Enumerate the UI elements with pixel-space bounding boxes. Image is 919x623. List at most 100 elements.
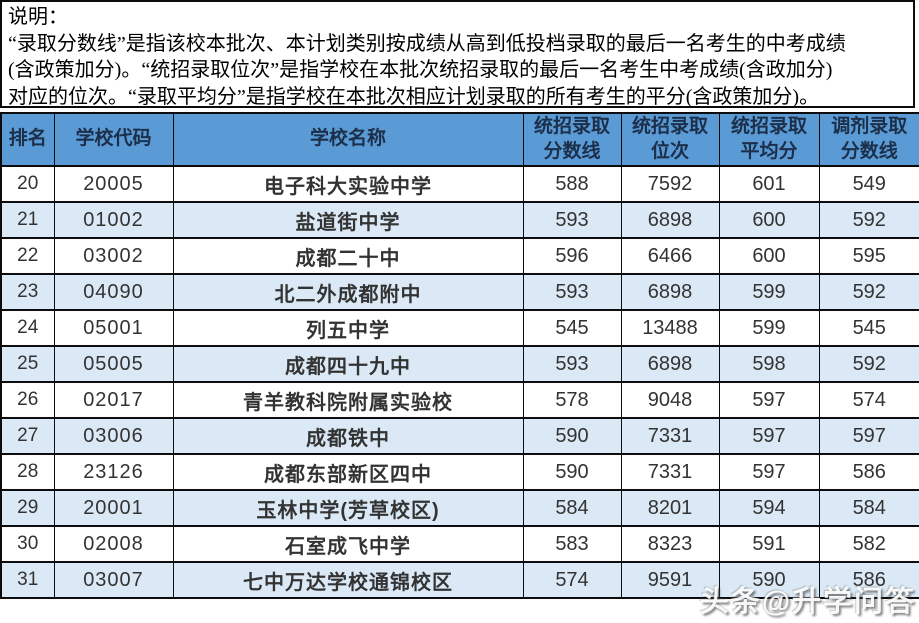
cell-unified-average: 597 <box>718 381 820 419</box>
cell-unified-position: 6898 <box>620 273 720 311</box>
explanation-note: 说明： “录取分数线”是指该校本批次、本计划类别按成绩从高到低投档录取的最后一名… <box>0 0 915 108</box>
table-row: 24 05001 列五中学 545 13488 599 545 <box>0 309 919 347</box>
cell-unified-average: 599 <box>718 309 820 347</box>
cell-unified-cutoff: 588 <box>522 165 622 203</box>
cell-unified-position: 6466 <box>620 237 720 275</box>
cell-adjustment-cutoff: 574 <box>818 381 919 419</box>
cell-school-code: 05005 <box>53 345 174 383</box>
col-header-school-name: 学校名称 <box>172 112 524 167</box>
cell-school-name: 北二外成都附中 <box>172 273 524 311</box>
cell-unified-average: 594 <box>718 489 820 527</box>
table-row: 22 03002 成都二十中 596 6466 600 595 <box>0 237 919 275</box>
cell-rank: 31 <box>0 561 55 599</box>
cell-unified-cutoff: 583 <box>522 525 622 563</box>
cell-adjustment-cutoff: 592 <box>818 345 919 383</box>
cell-school-name: 电子科大实验中学 <box>172 165 524 203</box>
table-row: 26 02017 青羊教科院附属实验校 578 9048 597 574 <box>0 381 919 419</box>
cell-unified-position: 7331 <box>620 417 720 455</box>
table-row: 25 05005 成都四十九中 593 6898 598 592 <box>0 345 919 383</box>
cell-unified-average: 598 <box>718 345 820 383</box>
cell-unified-position: 6898 <box>620 201 720 239</box>
table-row: 23 04090 北二外成都附中 593 6898 599 592 <box>0 273 919 311</box>
table-row: 31 03007 七中万达学校通锦校区 574 9591 590 586 <box>0 561 919 599</box>
cell-adjustment-cutoff: 582 <box>818 525 919 563</box>
cell-school-code: 02017 <box>53 381 174 419</box>
cell-school-code: 03007 <box>53 561 174 599</box>
cell-school-code: 20005 <box>53 165 174 203</box>
cell-unified-cutoff: 545 <box>522 309 622 347</box>
cell-adjustment-cutoff: 592 <box>818 201 919 239</box>
cell-unified-average: 601 <box>718 165 820 203</box>
cell-unified-position: 9048 <box>620 381 720 419</box>
cell-unified-average: 591 <box>718 525 820 563</box>
cell-unified-average: 597 <box>718 417 820 455</box>
cell-rank: 29 <box>0 489 55 527</box>
admission-score-table: 排名 学校代码 学校名称 统招录取 分数线 统招录取 位次 统招录取 平均分 调… <box>0 112 919 599</box>
cell-unified-cutoff: 593 <box>522 345 622 383</box>
cell-school-code: 02008 <box>53 525 174 563</box>
cell-school-name: 青羊教科院附属实验校 <box>172 381 524 419</box>
cell-unified-cutoff: 574 <box>522 561 622 599</box>
cell-unified-cutoff: 578 <box>522 381 622 419</box>
col-header-rank: 排名 <box>0 112 55 167</box>
cell-school-name: 盐道街中学 <box>172 201 524 239</box>
cell-unified-average: 590 <box>718 561 820 599</box>
cell-school-name: 七中万达学校通锦校区 <box>172 561 524 599</box>
cell-adjustment-cutoff: 586 <box>818 561 919 599</box>
cell-school-code: 04090 <box>53 273 174 311</box>
col-header-adjustment-cutoff: 调剂录取 分数线 <box>818 112 919 167</box>
cell-unified-position: 13488 <box>620 309 720 347</box>
cell-unified-cutoff: 584 <box>522 489 622 527</box>
cell-adjustment-cutoff: 592 <box>818 273 919 311</box>
cell-rank: 25 <box>0 345 55 383</box>
cell-unified-position: 9591 <box>620 561 720 599</box>
cell-school-code: 03002 <box>53 237 174 275</box>
cell-school-name: 成都二十中 <box>172 237 524 275</box>
cell-unified-average: 597 <box>718 453 820 491</box>
table-row: 27 03006 成都铁中 590 7331 597 597 <box>0 417 919 455</box>
col-header-school-code: 学校代码 <box>53 112 174 167</box>
cell-unified-position: 7331 <box>620 453 720 491</box>
cell-rank: 28 <box>0 453 55 491</box>
cell-adjustment-cutoff: 595 <box>818 237 919 275</box>
cell-school-name: 石室成飞中学 <box>172 525 524 563</box>
cell-school-code: 23126 <box>53 453 174 491</box>
cell-school-name: 玉林中学(芳草校区) <box>172 489 524 527</box>
cell-unified-cutoff: 596 <box>522 237 622 275</box>
cell-rank: 23 <box>0 273 55 311</box>
table-row: 30 02008 石室成飞中学 583 8323 591 582 <box>0 525 919 563</box>
col-header-unified-cutoff: 统招录取 分数线 <box>522 112 622 167</box>
cell-unified-average: 600 <box>718 201 820 239</box>
cell-unified-position: 7592 <box>620 165 720 203</box>
table-row: 29 20001 玉林中学(芳草校区) 584 8201 594 584 <box>0 489 919 527</box>
cell-rank: 26 <box>0 381 55 419</box>
cell-school-code: 01002 <box>53 201 174 239</box>
cell-unified-average: 600 <box>718 237 820 275</box>
cell-unified-position: 8201 <box>620 489 720 527</box>
cell-school-name: 成都东部新区四中 <box>172 453 524 491</box>
note-line-1: “录取分数线”是指该校本批次、本计划类别按成绩从高到低投档录取的最后一名考生的中… <box>8 32 846 55</box>
cell-unified-cutoff: 593 <box>522 201 622 239</box>
cell-rank: 30 <box>0 525 55 563</box>
note-line-3: 对应的位次。“录取平均分”是指学校在本批次相应计划录取的所有考生的平分(含政策加… <box>8 85 820 108</box>
table-row: 21 01002 盐道街中学 593 6898 600 592 <box>0 201 919 239</box>
cell-rank: 22 <box>0 237 55 275</box>
cell-rank: 21 <box>0 201 55 239</box>
cell-unified-position: 6898 <box>620 345 720 383</box>
cell-rank: 27 <box>0 417 55 455</box>
cell-adjustment-cutoff: 545 <box>818 309 919 347</box>
cell-school-name: 成都四十九中 <box>172 345 524 383</box>
cell-unified-cutoff: 590 <box>522 453 622 491</box>
cell-school-code: 05001 <box>53 309 174 347</box>
cell-rank: 20 <box>0 165 55 203</box>
cell-school-name: 列五中学 <box>172 309 524 347</box>
col-header-unified-position: 统招录取 位次 <box>620 112 720 167</box>
table-row: 20 20005 电子科大实验中学 588 7592 601 549 <box>0 165 919 203</box>
cell-unified-position: 8323 <box>620 525 720 563</box>
header-row: 排名 学校代码 学校名称 统招录取 分数线 统招录取 位次 统招录取 平均分 调… <box>0 112 919 167</box>
cell-rank: 24 <box>0 309 55 347</box>
cell-school-code: 20001 <box>53 489 174 527</box>
cell-school-name: 成都铁中 <box>172 417 524 455</box>
cell-adjustment-cutoff: 597 <box>818 417 919 455</box>
